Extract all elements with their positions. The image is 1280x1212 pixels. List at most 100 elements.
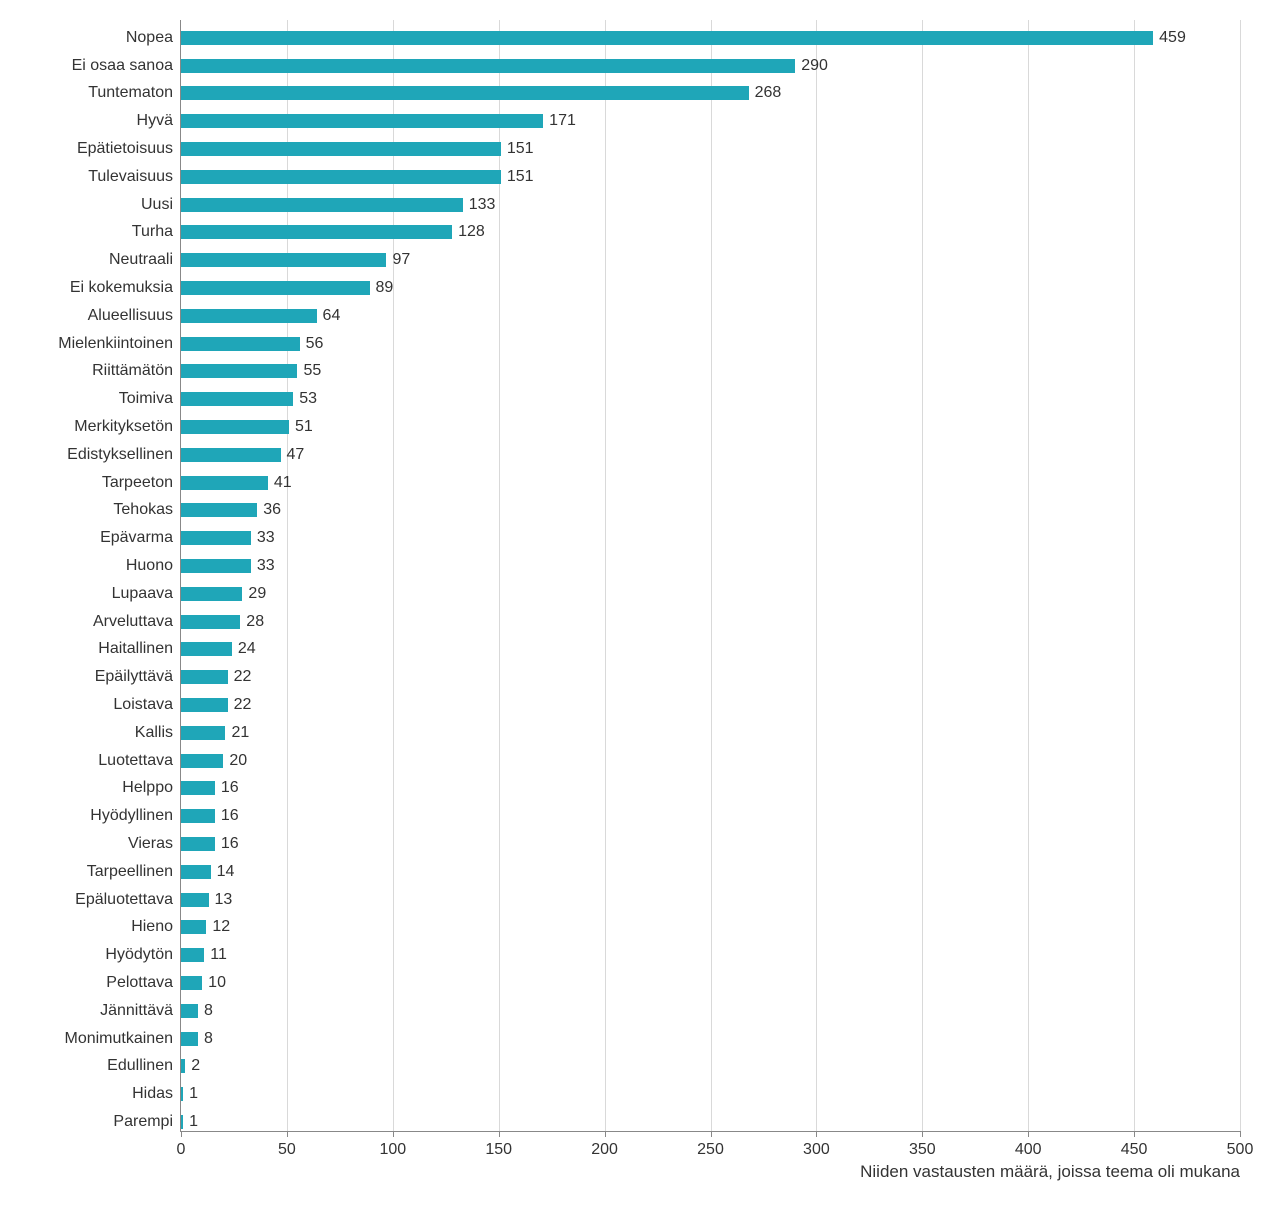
bar: [181, 948, 204, 962]
bar-value-label: 33: [251, 529, 275, 547]
bar-row: Huono33: [181, 552, 1240, 580]
bar-row: Helppo16: [181, 775, 1240, 803]
bar-value-label: 64: [317, 307, 341, 325]
bar-chart: 050100150200250300350400450500Nopea459Ei…: [0, 0, 1280, 1212]
category-label: Edistyksellinen: [21, 446, 181, 464]
bar-row: Merkityksetön51: [181, 413, 1240, 441]
bar-value-label: 55: [297, 362, 321, 380]
bar-row: Hyödytön11: [181, 941, 1240, 969]
bar-value-label: 51: [289, 418, 313, 436]
bar-row: Pelottava10: [181, 969, 1240, 997]
bar: [181, 420, 289, 434]
bar-value-label: 10: [202, 974, 226, 992]
bar-row: Hyödyllinen16: [181, 802, 1240, 830]
bar-row: Loistava22: [181, 691, 1240, 719]
bar: [181, 309, 317, 323]
bar-value-label: 14: [211, 863, 235, 881]
bar: [181, 86, 749, 100]
bar-row: Ei osaa sanoa290: [181, 52, 1240, 80]
bar: [181, 476, 268, 490]
bar-value-label: 151: [501, 140, 534, 158]
bar: [181, 503, 257, 517]
bar: [181, 364, 297, 378]
bar-row: Ei kokemuksia89: [181, 274, 1240, 302]
bar: [181, 392, 293, 406]
bar-value-label: 24: [232, 640, 256, 658]
bar-row: Hidas1: [181, 1080, 1240, 1108]
bar-value-label: 47: [281, 446, 305, 464]
bar: [181, 754, 223, 768]
bar: [181, 976, 202, 990]
category-label: Merkityksetön: [21, 418, 181, 436]
bar: [181, 698, 228, 712]
category-label: Uusi: [21, 196, 181, 214]
category-label: Tarpeeton: [21, 474, 181, 492]
bar-value-label: 16: [215, 779, 239, 797]
bar-value-label: 133: [463, 196, 496, 214]
bar-value-label: 2: [185, 1057, 200, 1075]
category-label: Arveluttava: [21, 613, 181, 631]
bar-row: Kallis21: [181, 719, 1240, 747]
bar-row: Epäilyttävä22: [181, 663, 1240, 691]
bar-row: Mielenkiintoinen56: [181, 330, 1240, 358]
bar: [181, 893, 209, 907]
bar-value-label: 1: [183, 1085, 198, 1103]
bar-row: Epätietoisuus151: [181, 135, 1240, 163]
category-label: Kallis: [21, 724, 181, 742]
bar-value-label: 268: [749, 84, 782, 102]
category-label: Epäilyttävä: [21, 668, 181, 686]
bar-row: Edistyksellinen47: [181, 441, 1240, 469]
bar-row: Haitallinen24: [181, 636, 1240, 664]
bar-value-label: 89: [370, 279, 394, 297]
category-label: Lupaava: [21, 585, 181, 603]
category-label: Epätietoisuus: [21, 140, 181, 158]
category-label: Tulevaisuus: [21, 168, 181, 186]
category-label: Neutraali: [21, 251, 181, 269]
bar-row: Alueellisuus64: [181, 302, 1240, 330]
category-label: Pelottava: [21, 974, 181, 992]
category-label: Luotettava: [21, 752, 181, 770]
bar: [181, 920, 206, 934]
bar-value-label: 36: [257, 501, 281, 519]
category-label: Parempi: [21, 1113, 181, 1131]
bar-value-label: 97: [386, 251, 410, 269]
bar-row: Parempi1: [181, 1108, 1240, 1136]
bar: [181, 865, 211, 879]
bar-row: Uusi133: [181, 191, 1240, 219]
bar-value-label: 8: [198, 1002, 213, 1020]
bar-value-label: 16: [215, 807, 239, 825]
bar: [181, 170, 501, 184]
bar-value-label: 128: [452, 223, 485, 241]
bar-row: Luotettava20: [181, 747, 1240, 775]
bar: [181, 781, 215, 795]
category-label: Hieno: [21, 918, 181, 936]
bar-value-label: 16: [215, 835, 239, 853]
bar: [181, 337, 300, 351]
bar-value-label: 1: [183, 1113, 198, 1131]
bar-value-label: 12: [206, 918, 230, 936]
bar-value-label: 11: [204, 946, 227, 964]
bar: [181, 642, 232, 656]
bar-row: Lupaava29: [181, 580, 1240, 608]
bar-row: Hieno12: [181, 914, 1240, 942]
category-label: Riittämätön: [21, 362, 181, 380]
bar: [181, 31, 1153, 45]
category-label: Epävarma: [21, 529, 181, 547]
bar-value-label: 22: [228, 696, 252, 714]
bar: [181, 1032, 198, 1046]
bar: [181, 59, 795, 73]
category-label: Hyvä: [21, 112, 181, 130]
bar-value-label: 33: [251, 557, 275, 575]
category-label: Loistava: [21, 696, 181, 714]
bar-row: Epävarma33: [181, 524, 1240, 552]
bar: [181, 809, 215, 823]
bar-value-label: 29: [242, 585, 266, 603]
bar-value-label: 56: [300, 335, 324, 353]
bar-value-label: 41: [268, 474, 292, 492]
category-label: Nopea: [21, 29, 181, 47]
bar: [181, 670, 228, 684]
category-label: Ei osaa sanoa: [21, 57, 181, 75]
bar: [181, 531, 251, 545]
bar-value-label: 53: [293, 390, 317, 408]
bar-value-label: 151: [501, 168, 534, 186]
